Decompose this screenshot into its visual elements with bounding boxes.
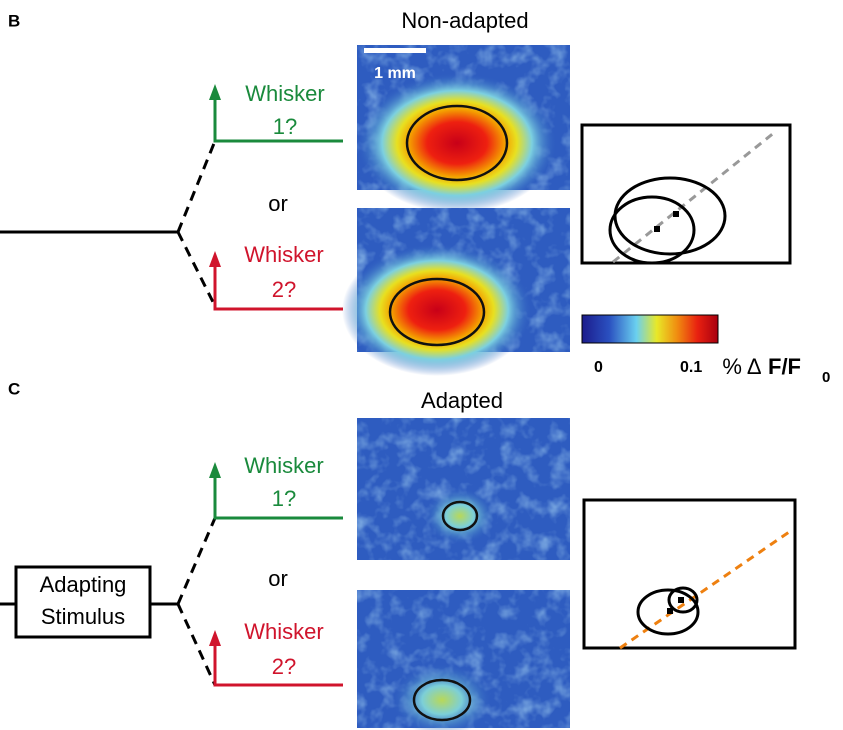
figure: B Non-adapted 1 mm Whisker 1? or Whisker… (0, 0, 843, 730)
branch-name: Whisker (244, 619, 323, 644)
heatmap (357, 590, 570, 730)
heatmap (342, 208, 570, 376)
panel-label: B (8, 11, 20, 30)
panel-title: Non-adapted (401, 8, 528, 33)
overlap-box (584, 500, 795, 648)
stimulus-label: Stimulus (41, 604, 125, 629)
scale-bar-label: 1 mm (374, 65, 416, 82)
connector-label: or (268, 191, 288, 216)
branch-number: 2? (272, 654, 296, 679)
colorbar-min: 0 (594, 359, 603, 376)
heatmap (357, 418, 570, 560)
panel-title: Adapted (421, 388, 503, 413)
branch-number: 2? (272, 277, 296, 302)
connector-label: or (268, 566, 288, 591)
colorbar-subscript: 0 (822, 369, 830, 386)
branch-name: Whisker (245, 81, 324, 106)
colorbar-unit: % Δ (722, 354, 761, 379)
stimulus-label: Adapting (40, 572, 127, 597)
panel-label: C (8, 379, 20, 398)
branch-number: 1? (272, 486, 296, 511)
branch-name: Whisker (244, 453, 323, 478)
branch-name: Whisker (244, 242, 323, 267)
colorbar-max: 0.1 (680, 359, 702, 376)
overlap-box (582, 125, 790, 263)
branch-number: 1? (273, 114, 297, 139)
colorbar: 0 0.1 % Δ F/F 0 (582, 315, 830, 386)
heatmap: 1 mm (357, 45, 570, 213)
colorbar-quantity: F/F (768, 354, 801, 379)
